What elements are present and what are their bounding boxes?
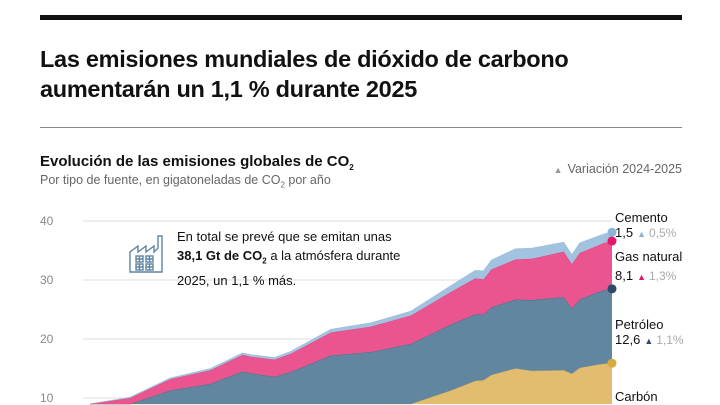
- y-tick-label: 40: [40, 214, 54, 228]
- area-cemento: [90, 232, 612, 404]
- end-dot: [607, 358, 617, 368]
- chart-title-text: Evolución de las emisiones globales de C…: [40, 153, 350, 170]
- label-cemento: Cemento 1,5 ▲ 0,5%: [615, 210, 676, 242]
- series-name: Cemento: [615, 210, 668, 225]
- chart-title-sub: 2: [349, 163, 354, 172]
- label-gas: Gas natural 8,1 ▲ 1,3%: [615, 249, 682, 285]
- subtitle-sub: 2: [280, 180, 285, 190]
- factory-icon: [128, 234, 170, 279]
- area-carbón: [90, 363, 612, 404]
- note-post: a la atmósfera durante 2025, un 1,1 % má…: [177, 248, 401, 288]
- triangle-up-icon: ▲: [553, 165, 563, 175]
- end-dot: [607, 227, 617, 237]
- triangle-up-icon: ▲: [644, 336, 654, 346]
- series-name: Gas natural: [615, 249, 683, 264]
- divider: [40, 127, 682, 128]
- end-dot: [607, 284, 617, 294]
- note-bold-sub: 2: [262, 256, 267, 266]
- series-change: 0,5%: [649, 226, 677, 240]
- series-name: Petróleo: [615, 317, 664, 332]
- chart-subtitle: Por tipo de fuente, en gigatoneladas de …: [40, 173, 331, 190]
- series-change: 1,3%: [649, 269, 677, 283]
- label-carbon: Carbón: [615, 389, 658, 404]
- legend: ▲ Variación 2024-2025: [554, 162, 682, 176]
- subtitle-post: por año: [284, 173, 331, 187]
- end-dot: [607, 236, 617, 246]
- triangle-up-icon: ▲: [637, 229, 646, 239]
- series-name: Carbón: [615, 389, 658, 404]
- y-tick-label: 20: [40, 332, 54, 346]
- top-bar: [40, 15, 682, 20]
- series-change: 1,1%: [656, 333, 684, 347]
- area-petróleo: [90, 288, 612, 404]
- series-value: 1,5: [615, 225, 634, 240]
- label-petroleo: Petróleo 12,6 ▲ 1,1%: [615, 317, 684, 349]
- y-tick-label: 30: [40, 273, 54, 287]
- annotation-note: En total se prevé que se emitan unas 38,…: [177, 227, 402, 290]
- triangle-up-icon: ▲: [637, 272, 646, 282]
- series-value: 12,6: [615, 332, 641, 347]
- chart-title: Evolución de las emisiones globales de C…: [40, 153, 354, 172]
- area-edge: [89, 231, 613, 405]
- note-bold: 38,1 Gt de CO: [177, 248, 263, 263]
- area-gas-natural: [90, 241, 612, 404]
- subtitle-pre: Por tipo de fuente, en gigatoneladas de …: [40, 173, 281, 187]
- y-tick-label: 10: [40, 391, 54, 405]
- legend-label: Variación 2024-2025: [567, 162, 682, 176]
- series-value: 8,1: [615, 268, 634, 283]
- headline: Las emisiones mundiales de dióxido de ca…: [40, 46, 569, 102]
- note-pre: En total se prevé que se emitan unas: [177, 229, 392, 244]
